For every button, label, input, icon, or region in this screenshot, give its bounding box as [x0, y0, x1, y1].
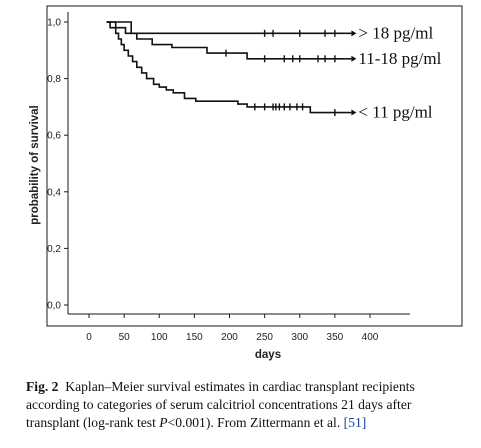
x-axis-title: days	[255, 349, 281, 361]
series-1: > 18 pg/ml	[106, 21, 433, 42]
series-2: 11-18 pg/ml	[106, 21, 442, 68]
x-tick-label: 150	[186, 332, 203, 343]
x-tick-label: 300	[291, 332, 308, 343]
series-label: < 11 pg/ml	[358, 103, 432, 122]
series-3: < 11 pg/ml	[106, 21, 433, 122]
plot-frame	[46, 5, 463, 327]
series-pointer-arrowhead	[351, 109, 357, 116]
series-pointer-arrowhead	[351, 55, 357, 62]
caption-p-symbol: P	[159, 415, 168, 430]
x-tick-label: 250	[256, 332, 273, 343]
x-tick-label: 0	[86, 332, 92, 343]
x-tick-label: 100	[151, 332, 168, 343]
y-tick-label: 0,6	[47, 131, 61, 142]
series-label: > 18 pg/ml	[358, 23, 433, 42]
series-label: 11-18 pg/ml	[358, 49, 441, 68]
y-tick-label: 0,0	[47, 301, 61, 312]
y-axis-title: probability of survival	[29, 105, 41, 225]
caption-label: Fig. 2	[26, 379, 59, 394]
y-tick-label: 1,0	[47, 18, 61, 29]
caption-reference-link[interactable]: [51]	[343, 415, 367, 430]
figure-caption: Fig. 2 Kaplan–Meier survival estimates i…	[26, 378, 466, 432]
survival-curve	[106, 21, 346, 35]
series-pointer-arrowhead	[351, 30, 357, 37]
survival-curve	[106, 21, 346, 114]
x-tick-label: 400	[362, 332, 379, 343]
survival-curve	[106, 21, 346, 60]
axis-ticks: 0 50 100 150 200 250 300 350 400 0,0 0,2 0,4 0,6 0,8 1…	[47, 18, 379, 344]
y-tick-label: 0,4	[47, 187, 61, 198]
x-tick-label: 200	[221, 332, 238, 343]
caption-text-after: <0.001). From Zittermann et al.	[167, 415, 344, 430]
x-tick-label: 350	[327, 332, 344, 343]
x-tick-label: 50	[119, 332, 131, 343]
survival-curves: > 18 pg/ml 11-18 pg/ml < 11 pg/ml	[106, 21, 442, 122]
caption-text: Kaplan–Meier survival estimates in cardi…	[26, 379, 415, 430]
y-tick-label: 0,8	[47, 74, 61, 85]
kaplan-meier-chart: 0 50 100 150 200 250 300 350 400 0,0 0,2 0,4 0,6 0,8 1…	[29, 5, 463, 361]
y-tick-label: 0,2	[47, 244, 61, 255]
